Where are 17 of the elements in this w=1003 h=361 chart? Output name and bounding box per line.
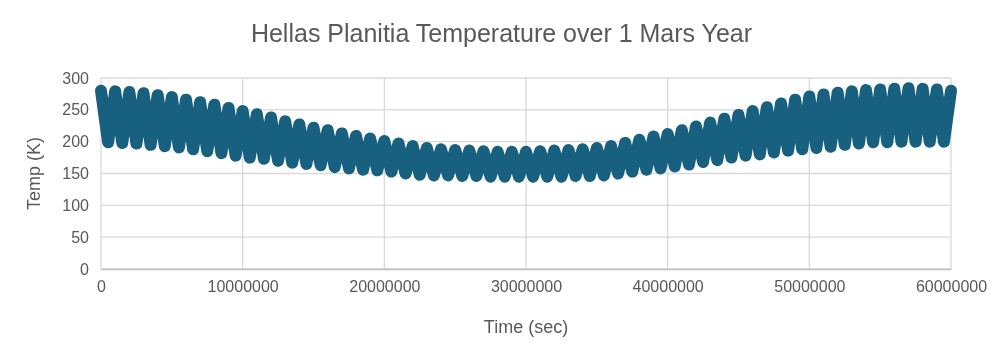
y-tick-label: 200 bbox=[62, 133, 90, 151]
x-axis-title: Time (sec) bbox=[483, 317, 569, 337]
x-tick-label: 20000000 bbox=[349, 278, 421, 296]
y-tick-label: 0 bbox=[80, 260, 90, 278]
x-tick-label: 60000000 bbox=[915, 278, 988, 296]
y-tick-label: 150 bbox=[62, 165, 90, 183]
x-tick-label: 50000000 bbox=[774, 278, 846, 296]
x-tick-label: 0 bbox=[97, 278, 107, 296]
y-tick-label: 100 bbox=[62, 196, 90, 214]
y-axis-title: Temp (K) bbox=[24, 136, 44, 211]
x-tick-label: 10000000 bbox=[207, 278, 279, 296]
y-tick-label: 300 bbox=[62, 69, 90, 87]
chart-title: Hellas Planitia Temperature over 1 Mars Year bbox=[250, 19, 753, 47]
y-tick-label: 250 bbox=[62, 101, 90, 119]
x-tick-label: 30000000 bbox=[490, 278, 563, 296]
x-tick-label: 40000000 bbox=[632, 278, 704, 296]
y-tick-label: 50 bbox=[71, 228, 90, 246]
